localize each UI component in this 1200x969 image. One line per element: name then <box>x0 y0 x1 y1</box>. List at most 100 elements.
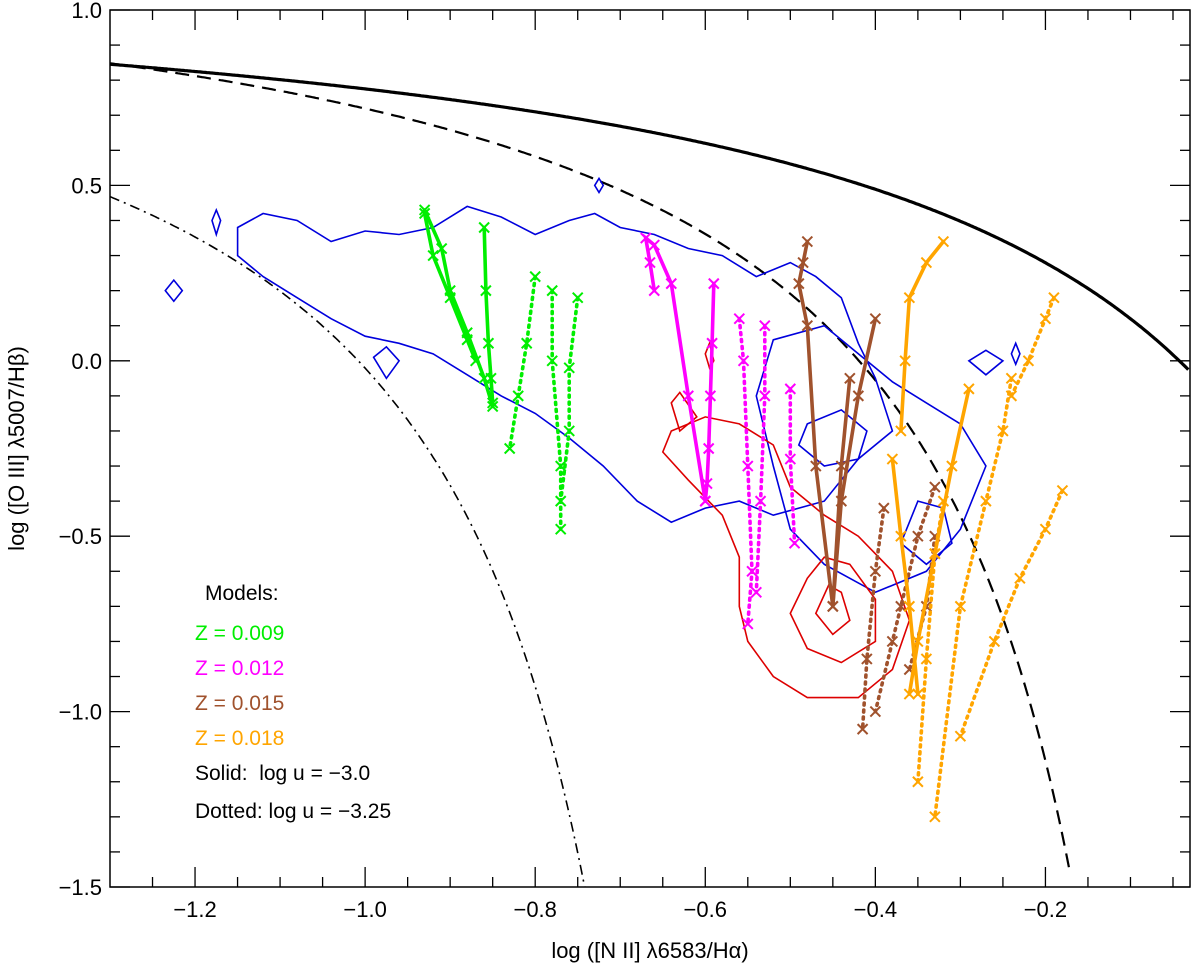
series-z-0-009-solid-2 <box>418 207 482 367</box>
data-point-x <box>946 460 958 472</box>
legend-entry-z0015: Z = 0.015 <box>195 692 284 715</box>
data-point-x <box>1048 291 1060 304</box>
legend: Models: Z = 0.009 Z = 0.012 Z = 0.015 Z … <box>195 582 391 823</box>
data-point-x <box>702 442 715 455</box>
x-tick-label: −1.2 <box>173 897 216 922</box>
data-point-x <box>444 291 456 304</box>
series-z-0-009-dotted-1 <box>503 270 541 455</box>
data-point-x <box>895 425 907 437</box>
legend-entry-z0012: Z = 0.012 <box>195 657 284 680</box>
demarcation-curves <box>110 62 1190 887</box>
dashed-curve <box>110 62 1071 869</box>
x-tick-labels: −1.2 −1.0 −0.8 −0.6 −0.4 −0.2 <box>173 897 1067 922</box>
axis-ticks <box>110 9 1190 888</box>
data-point-x <box>801 320 814 332</box>
series-line <box>916 499 946 784</box>
series-line <box>899 239 946 433</box>
legend-title: Models: <box>205 582 279 605</box>
series-z-0-015-solid <box>793 235 856 613</box>
data-point-x <box>701 477 713 490</box>
series-line <box>796 239 852 607</box>
data-point-x <box>895 600 907 613</box>
contour-blue-small-3 <box>372 345 401 380</box>
data-point-x <box>869 565 882 577</box>
data-point-x <box>1022 355 1035 367</box>
data-point-x <box>929 811 941 823</box>
series-z-0-018-solid-3 <box>886 453 924 700</box>
data-point-x <box>682 390 694 402</box>
data-point-x <box>706 337 718 349</box>
series-z-0-012-dotted-2 <box>750 320 771 599</box>
dashdot-curve <box>110 195 586 887</box>
series-line <box>754 323 767 595</box>
data-point-x <box>954 600 967 613</box>
x-tick-label: −1.0 <box>343 897 386 922</box>
solid-curve <box>110 62 1190 371</box>
data-point-x <box>810 460 822 472</box>
data-point-x <box>648 239 660 251</box>
contour-blue-small-1 <box>164 278 184 303</box>
data-point-x <box>435 242 448 255</box>
contour-blue-inner-1 <box>797 408 868 467</box>
data-point-x <box>754 495 767 507</box>
data-point-x <box>954 730 967 742</box>
data-point-x <box>480 284 492 297</box>
data-point-x <box>903 291 916 304</box>
contour-blue-inner-2 <box>899 500 953 566</box>
data-point-x <box>563 362 575 374</box>
data-point-x <box>546 355 558 367</box>
series-z-0-018-dotted-4 <box>912 495 950 788</box>
series-line <box>550 288 563 531</box>
series-z-0-018-dotted-2 <box>929 372 1018 823</box>
data-point-x <box>784 383 797 395</box>
series-line <box>1009 295 1056 398</box>
series-line <box>507 274 537 451</box>
data-point-x <box>1039 523 1052 535</box>
data-point-x <box>895 530 907 542</box>
series-z-0-009-dotted-3 <box>555 291 584 507</box>
series-z-0-018-dotted-3 <box>954 484 1069 742</box>
data-point-x <box>640 232 652 244</box>
data-point-x <box>827 600 839 613</box>
data-point-x <box>418 207 431 220</box>
data-point-x <box>886 635 899 648</box>
x-tick-label: −0.8 <box>513 897 556 922</box>
data-point-x <box>937 495 950 507</box>
model-tracks <box>418 204 1069 823</box>
data-point-x <box>418 204 431 216</box>
density-contours <box>164 176 1021 699</box>
data-point-x <box>750 586 763 599</box>
series-z-0-009-dotted-2 <box>546 284 567 535</box>
data-point-x <box>555 460 567 472</box>
contour-blue-small-4 <box>593 176 605 194</box>
data-point-x <box>486 397 499 409</box>
data-point-x <box>929 481 941 493</box>
legend-entry-z0018: Z = 0.018 <box>195 727 284 750</box>
data-point-x <box>648 284 660 297</box>
data-point-x <box>869 705 882 718</box>
series-line <box>643 233 708 503</box>
contour-red-outer <box>661 416 911 699</box>
data-point-x <box>912 688 924 700</box>
series-z-0-015-dotted-1 <box>856 502 890 735</box>
data-point-x <box>572 291 584 304</box>
data-point-x <box>563 425 575 437</box>
data-point-x <box>1014 572 1026 585</box>
data-point-x <box>861 653 873 665</box>
data-point-x <box>742 618 754 630</box>
plot-frame <box>109 9 1191 888</box>
y-tick-label: −0.5 <box>59 524 102 549</box>
y-tick-label: 1.0 <box>71 0 102 23</box>
data-point-x <box>461 334 473 346</box>
data-point-x <box>784 453 797 465</box>
data-point-x <box>937 235 950 248</box>
x-tick-label: −0.2 <box>1024 897 1067 922</box>
data-point-x <box>801 235 814 248</box>
data-point-x <box>852 390 865 402</box>
data-point-x <box>963 383 975 395</box>
y-tick-label: −1.5 <box>59 875 102 900</box>
data-point-x <box>912 776 924 788</box>
contour-blue-small-5 <box>1010 341 1021 367</box>
x-tick-label: −0.6 <box>684 897 727 922</box>
